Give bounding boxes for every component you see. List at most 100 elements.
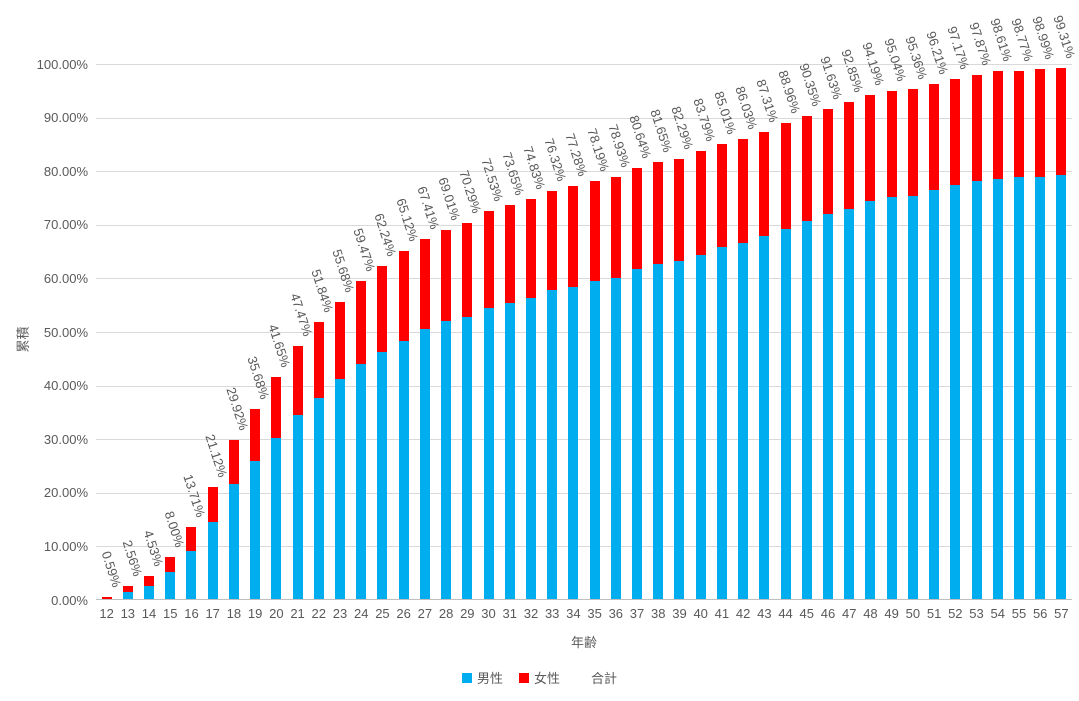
x-tick-label: 21	[290, 606, 305, 621]
gridline	[96, 332, 1072, 333]
bar-male-segment	[377, 352, 388, 600]
x-tick-label: 37	[629, 606, 645, 621]
bar-female-segment	[1013, 70, 1024, 178]
bar-female-segment	[313, 322, 324, 398]
x-tick-label: 28	[438, 606, 454, 621]
bar-male-segment	[419, 329, 430, 600]
bar-female-segment	[398, 250, 409, 342]
bar-female-segment	[674, 158, 685, 261]
bar-male-segment	[1013, 177, 1024, 600]
bar-female-segment	[992, 71, 1003, 180]
bar-female-segment	[759, 132, 770, 236]
bar-male-segment	[865, 201, 876, 600]
bar-male-segment	[823, 213, 833, 600]
bar-female-segment	[228, 439, 239, 485]
bar-female-segment	[165, 557, 176, 573]
bar-male-segment	[759, 235, 770, 600]
bar-female-segment	[207, 486, 218, 523]
legend-label: 男性	[476, 671, 503, 686]
y-tick-label: 80.00%	[43, 163, 88, 179]
bar-female-segment	[886, 90, 897, 198]
x-tick-label: 20	[269, 606, 284, 621]
bar-male-segment	[483, 307, 494, 600]
x-axis-line	[96, 599, 1072, 600]
bar-male-segment	[271, 437, 282, 600]
bar-male-segment	[886, 197, 897, 600]
y-tick-label: 50.00%	[43, 324, 88, 340]
x-tick-label: 26	[396, 606, 411, 621]
bar-female-segment	[122, 586, 133, 592]
bar-female-segment	[525, 198, 536, 298]
bar-male-segment	[674, 260, 685, 600]
bar-male-segment	[122, 591, 133, 600]
bar-female-segment	[801, 115, 812, 221]
y-tick-label: 20.00%	[43, 485, 88, 501]
bar-male-segment	[738, 243, 749, 600]
x-tick-label: 45	[799, 606, 815, 621]
bar-male-segment	[695, 254, 706, 600]
bar-female-segment	[632, 167, 643, 269]
gridline	[96, 117, 1072, 119]
bar-male-segment	[653, 264, 664, 600]
x-tick-label: 54	[990, 606, 1005, 621]
bar-female-segment	[271, 376, 282, 438]
bar-female-segment	[356, 281, 367, 365]
bar-female-segment	[823, 108, 833, 214]
x-tick-label: 15	[163, 606, 178, 621]
bar-female-segment	[738, 138, 749, 244]
x-tick-label: 32	[523, 606, 539, 621]
bar-female-segment	[419, 238, 430, 330]
y-tick-label: 100.00%	[36, 56, 88, 72]
x-tick-label: 31	[502, 606, 517, 621]
gridline	[96, 385, 1072, 387]
y-tick-label: 90.00%	[43, 110, 88, 126]
bar-female-segment	[186, 526, 197, 551]
x-tick-label: 53	[969, 606, 984, 621]
x-tick-label: 48	[863, 606, 878, 621]
plot-area	[96, 64, 1072, 600]
bar-male-segment	[632, 268, 643, 600]
x-tick-label: 49	[884, 606, 899, 621]
bar-female-segment	[377, 266, 388, 353]
bar-male-segment	[356, 364, 367, 600]
x-tick-label: 35	[587, 606, 602, 621]
x-tick-label: 44	[778, 606, 793, 621]
bar-female-segment	[844, 102, 855, 209]
bar-male-segment	[165, 572, 176, 600]
x-tick-label: 52	[948, 606, 963, 621]
gridline	[96, 492, 1072, 494]
x-tick-label: 22	[311, 606, 327, 621]
bar-male-segment	[292, 415, 303, 600]
x-tick-label: 16	[184, 606, 199, 621]
bar-male-segment	[462, 316, 473, 600]
bar-female-segment	[780, 123, 791, 229]
x-tick-label: 30	[481, 606, 496, 621]
bar-male-segment	[907, 195, 918, 600]
gridline	[96, 278, 1072, 280]
x-tick-label: 17	[205, 606, 220, 621]
bar-male-segment	[335, 379, 345, 600]
legend-swatch-icon	[461, 672, 472, 683]
bar-female-segment	[907, 88, 918, 196]
bar-male-segment	[780, 228, 791, 600]
bar-male-segment	[398, 341, 409, 600]
gridline	[96, 171, 1072, 173]
bar-male-segment	[441, 321, 452, 600]
legend-item-男性: 男性	[461, 668, 503, 687]
legend-swatch-icon	[518, 672, 529, 683]
bar-male-segment	[525, 297, 536, 600]
bar-female-segment	[547, 190, 558, 291]
x-tick-label: 14	[141, 606, 157, 621]
x-tick-label: 39	[672, 606, 687, 621]
bar-female-segment	[504, 205, 515, 304]
y-tick-label: 60.00%	[43, 270, 88, 286]
bar-female-segment	[610, 176, 621, 278]
y-tick-label: 0.00%	[51, 592, 88, 608]
x-tick-label: 34	[566, 606, 581, 621]
x-tick-label: 33	[544, 606, 560, 621]
bar-male-segment	[568, 286, 579, 600]
x-tick-label: 23	[332, 606, 348, 621]
x-tick-label: 12	[99, 606, 114, 621]
bar-female-segment	[462, 223, 473, 317]
